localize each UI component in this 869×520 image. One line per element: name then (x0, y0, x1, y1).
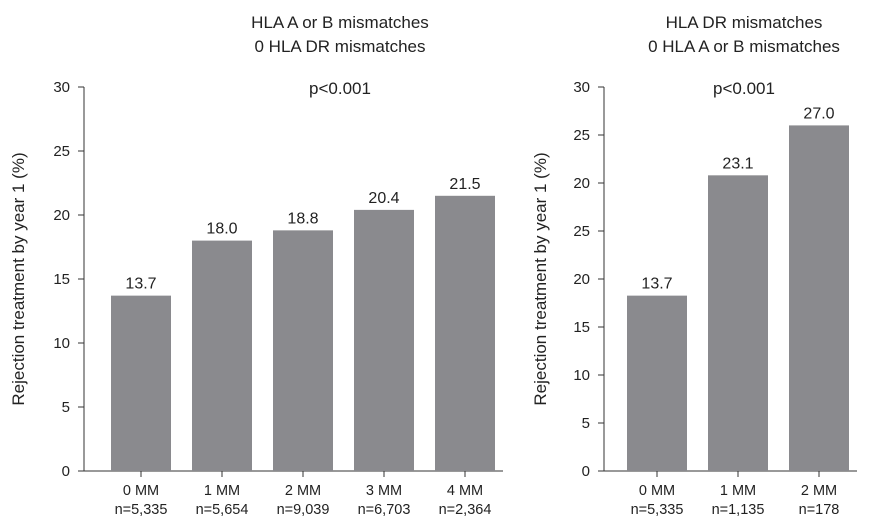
y-tick-label: 15 (53, 271, 70, 288)
y-tick-label: 0 (582, 463, 590, 480)
p-value-annotation: p<0.001 (713, 79, 775, 98)
bar-data-label: 13.7 (641, 276, 672, 293)
y-tick-label: 25 (53, 143, 70, 160)
bar-data-label: 20.4 (368, 190, 399, 207)
p-value-annotation: p<0.001 (309, 79, 371, 98)
y-tick-label: 20 (573, 271, 590, 288)
y-tick-label: 10 (573, 367, 590, 384)
left-chart-panel: HLA A or B mismatches 0 HLA DR mismatches… (9, 13, 503, 518)
y-tick-label: 0 (62, 463, 70, 480)
y-tick-label: 15 (573, 319, 590, 336)
bar-3-mm (354, 209, 414, 471)
y-tick-label: 20 (53, 207, 70, 224)
y-tick-label: 30 (573, 79, 590, 96)
bar-data-label: 18.8 (287, 210, 318, 227)
bar-data-label: 18.0 (206, 221, 237, 238)
bar-data-label: 21.5 (449, 176, 480, 193)
chart-title-line-2: 0 HLA DR mismatches (255, 37, 426, 56)
bar-data-label: 13.7 (125, 276, 156, 293)
y-tick-label: 25 (573, 223, 590, 240)
category-label: 1 MM (720, 483, 756, 499)
right-chart-panel: HLA DR mismatches 0 HLA A or B mismatches… (531, 13, 857, 518)
bar-data-label: 27.0 (803, 105, 834, 122)
bar-data-label: 23.1 (722, 155, 753, 172)
category-label: 4 MM (447, 483, 483, 499)
category-label: 0 MM (639, 483, 675, 499)
bar-2-mm (273, 230, 333, 471)
category-label: 1 MM (204, 483, 240, 499)
category-label: 3 MM (366, 483, 402, 499)
y-tick-label: 30 (53, 79, 70, 96)
category-label: 2 MM (285, 483, 321, 499)
y-axis-title: Rejection treatment by year 1 (%) (531, 152, 550, 405)
y-tick-label: 5 (582, 415, 590, 432)
y-tick-label: 5 (62, 399, 70, 416)
bar-1-mm (192, 240, 252, 471)
category-count-label: n=5,335 (631, 502, 684, 518)
y-tick-label: 10 (53, 335, 70, 352)
bar-0-mm (627, 295, 687, 471)
category-count-label: n=1,135 (712, 502, 765, 518)
bar-2-mm (789, 125, 849, 472)
bar-1-mm (708, 175, 768, 471)
y-tick-label: 20 (573, 175, 590, 192)
bar-4-mm (435, 195, 495, 472)
category-label: 2 MM (801, 483, 837, 499)
y-axis-title: Rejection treatment by year 1 (%) (9, 152, 28, 405)
category-count-label: n=178 (799, 502, 840, 518)
chart-title-line-2: 0 HLA A or B mismatches (648, 37, 840, 56)
chart-title-line-1: HLA A or B mismatches (251, 13, 429, 32)
category-count-label: n=5,335 (115, 502, 168, 518)
category-count-label: n=6,703 (358, 502, 411, 518)
bar-0-mm (111, 295, 171, 471)
category-count-label: n=2,364 (439, 502, 492, 518)
category-count-label: n=5,654 (196, 502, 249, 518)
category-label: 0 MM (123, 483, 159, 499)
y-tick-label: 25 (573, 127, 590, 144)
chart-title-line-1: HLA DR mismatches (666, 13, 823, 32)
category-count-label: n=9,039 (277, 502, 330, 518)
